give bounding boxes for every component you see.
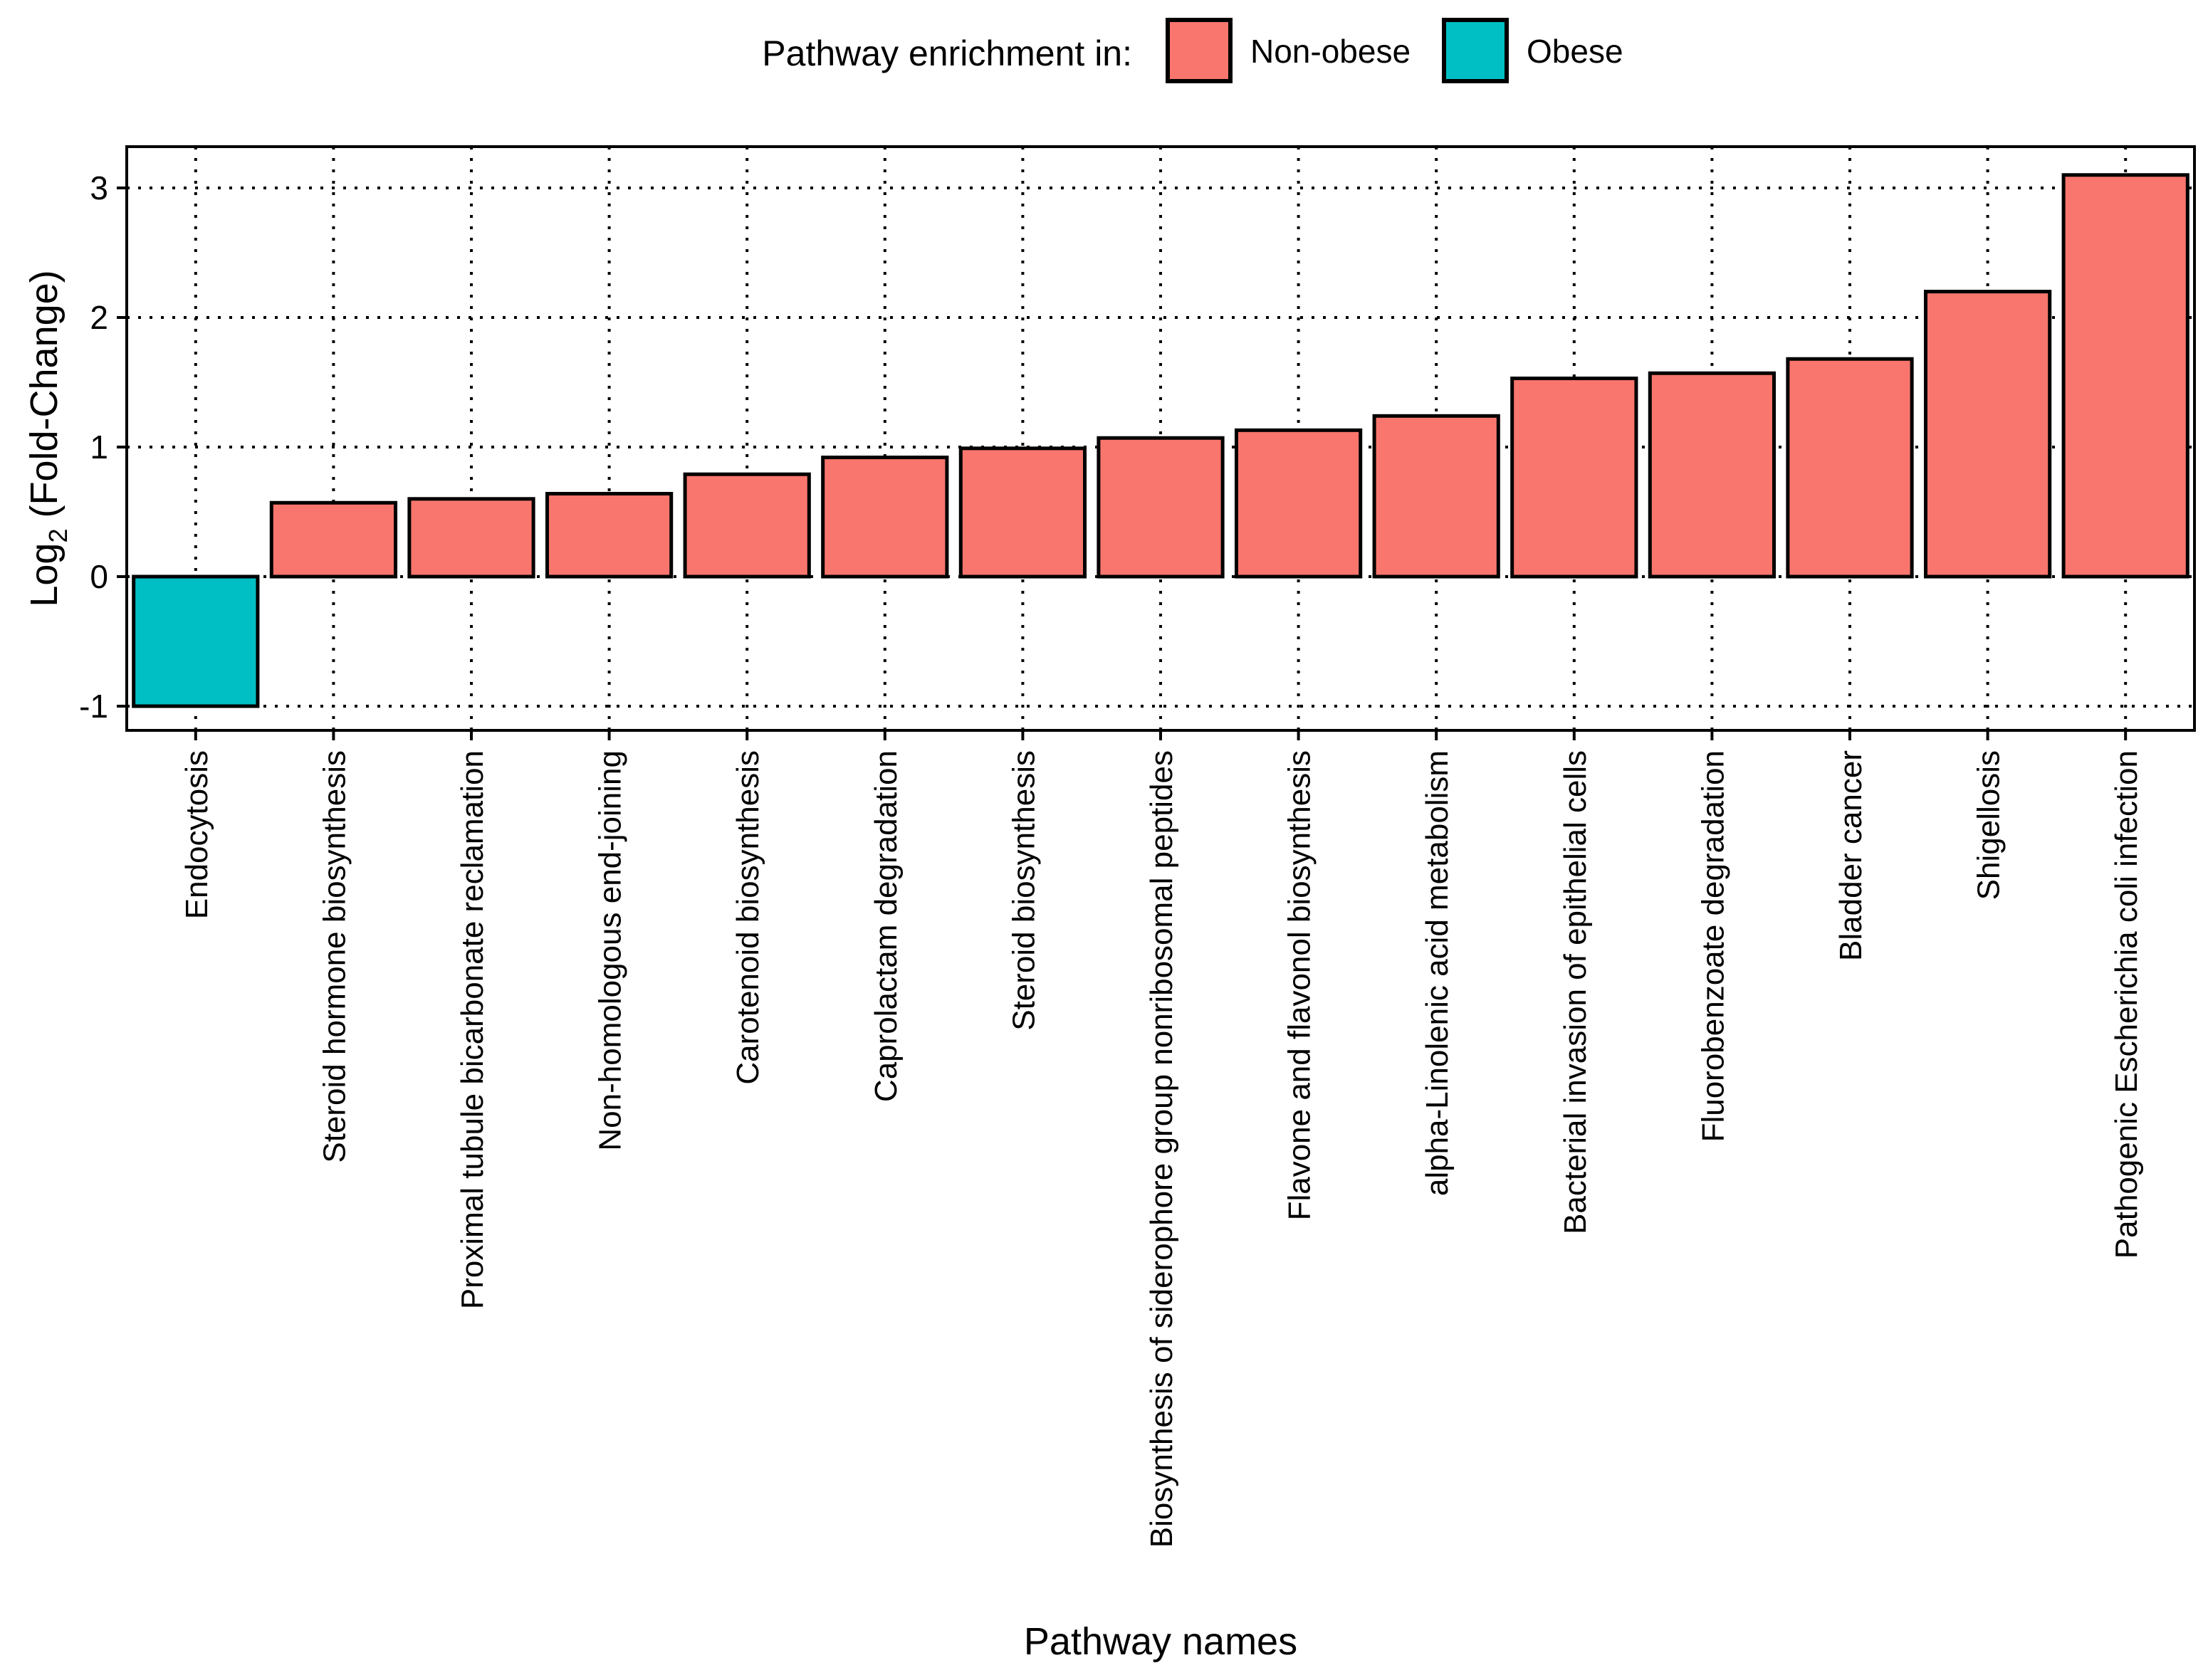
x-tick-label: Biosynthesis of siderophore group nonrib… <box>1144 750 1179 1548</box>
y-tick-label: -1 <box>79 688 108 725</box>
x-tick-label: Caprolactam degradation <box>869 750 904 1102</box>
y-axis-title: Log2 (Fold-Change) <box>23 270 73 607</box>
bar <box>1923 290 2052 579</box>
y-axis: -1 0 1 2 3 <box>79 169 127 725</box>
x-tick-label: alpha-Linolenic acid metabolism <box>1420 750 1455 1196</box>
bar <box>132 574 260 708</box>
x-tick-label: Flavone and flavonol biosynthesis <box>1282 750 1317 1220</box>
legend-swatch-obese <box>1442 18 1509 83</box>
x-axis-title: Pathway names <box>1024 1620 1297 1663</box>
bar <box>2061 173 2189 579</box>
x-tick-label: Fluorobenzoate degradation <box>1695 750 1730 1142</box>
legend-label-obese: Obese <box>1527 33 1623 70</box>
x-tick-label: Steroid biosynthesis <box>1006 750 1041 1031</box>
bar <box>821 456 949 579</box>
bar <box>1097 436 1225 579</box>
x-tick-label: Non-homologous end-joining <box>593 750 628 1151</box>
bar <box>683 472 811 579</box>
bar <box>1786 357 1914 579</box>
legend-title: Pathway enrichment in: <box>762 33 1132 73</box>
legend-label-non-obese: Non-obese <box>1250 33 1411 70</box>
legend: Pathway enrichment in: Non-obese Obese <box>762 18 1623 83</box>
y-tick-label: 3 <box>90 169 108 206</box>
bar <box>269 500 398 579</box>
legend-swatch-non-obese <box>1166 18 1233 83</box>
bar <box>1234 428 1363 579</box>
bar <box>1372 414 1500 579</box>
bar <box>545 492 674 579</box>
bar <box>407 497 535 579</box>
x-axis: Endocytosis Steroid hormone biosynthesis P… <box>179 730 2144 1548</box>
bar <box>1648 371 1777 579</box>
x-tick-label: Proximal tubule bicarbonate reclamation <box>455 750 490 1309</box>
y-tick-label: 1 <box>90 429 108 466</box>
x-tick-label: Steroid hormone biosynthesis <box>317 750 352 1163</box>
x-tick-label: Endocytosis <box>179 750 214 919</box>
bar <box>1510 377 1638 579</box>
y-tick-label: 0 <box>90 558 108 595</box>
bar <box>958 446 1087 579</box>
x-tick-label: Shigellosis <box>1972 750 2006 900</box>
x-tick-label: Bladder cancer <box>1833 750 1868 961</box>
x-tick-label: Bacterial invasion of epithelial cells <box>1558 750 1593 1234</box>
y-tick-label: 2 <box>90 299 108 336</box>
x-tick-label: Pathogenic Escherichia coli infection <box>2109 750 2144 1259</box>
x-tick-label: Carotenoid biosynthesis <box>731 750 765 1085</box>
bars <box>132 173 2189 708</box>
